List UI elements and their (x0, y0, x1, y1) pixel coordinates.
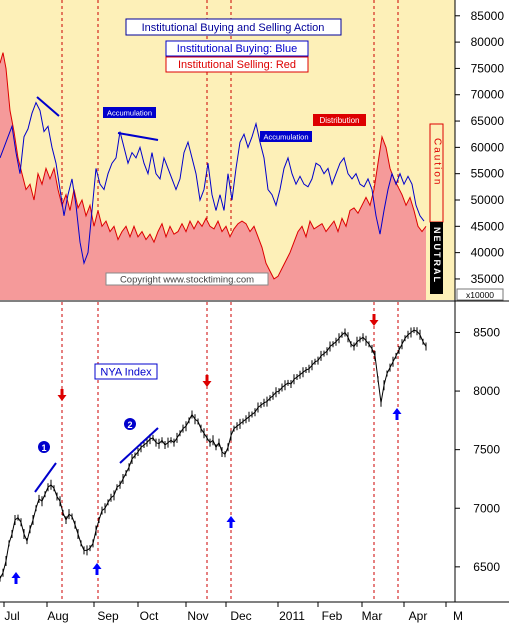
annotation-accumulation: Accumulation (260, 131, 312, 142)
annotation-trendline (34, 462, 57, 493)
x-tick-label: Jul (4, 609, 19, 623)
x-tick-label: Feb (322, 609, 343, 623)
x-tick-label: Apr (409, 609, 428, 623)
buy-signal-arrow-icon (226, 516, 236, 528)
copyright-box: Copyright www.stocktiming.com (105, 272, 269, 286)
neutral-label: NEUTRAL (432, 227, 442, 284)
y-tick-label: 8000 (473, 384, 500, 398)
index-label-box: NYA Index (94, 363, 158, 380)
sell-signal-arrow-icon (57, 389, 67, 401)
x-tick-label: Sep (97, 609, 119, 623)
legend-buying: Institutional Buying: Blue (165, 40, 309, 57)
index-label: NYA Index (100, 367, 152, 379)
y-tick-label: 65000 (471, 114, 505, 128)
y-tick-label: 50000 (471, 193, 505, 207)
y-tick-label: 80000 (471, 35, 505, 49)
annotation-trendline (36, 96, 60, 117)
y-tick-label: 85000 (471, 9, 505, 23)
y-tick-label: 7000 (473, 501, 500, 515)
y-tick-label: 35000 (471, 272, 505, 286)
chart-title-box: Institutional Buying and Selling Action (125, 18, 342, 36)
series-buying-line (0, 101, 425, 266)
annotation-marker-1: 1 (38, 441, 50, 453)
svg-text:2: 2 (127, 420, 132, 430)
nya-y-axis: 6500 7000 7500 8000 8500 (455, 325, 500, 574)
copyright-text: Copyright www.stocktiming.com (120, 275, 254, 286)
y-tick-label: 6500 (473, 560, 500, 574)
x-tick-label: Aug (47, 609, 68, 623)
legend-label: Institutional Buying: Blue (177, 43, 297, 55)
caution-indicator: Caution (429, 123, 444, 223)
svg-text:Accumulation: Accumulation (107, 109, 152, 118)
institutional-y-axis: 35000 40000 45000 50000 55000 60000 65000 70000… (455, 9, 504, 286)
annotation-accumulation: Accumulation (103, 107, 156, 118)
series-selling-area (0, 52, 426, 300)
y-tick-label: 60000 (471, 140, 505, 154)
chart-title: Institutional Buying and Selling Action (142, 22, 325, 34)
x-tick-label: Mar (362, 609, 383, 623)
x-axis: Jul Aug Sep Oct Nov Dec 2011 Feb Mar Apr M (3, 602, 463, 623)
multiplier-label: x10000 (466, 290, 494, 300)
legend-selling: Institutional Selling: Red (165, 56, 309, 73)
neutral-indicator: NEUTRAL (430, 222, 443, 294)
y-tick-label: 7500 (473, 443, 500, 457)
svg-text:Accumulation: Accumulation (263, 133, 308, 142)
buy-signal-arrow-icon (392, 408, 402, 420)
nya-bar-ticks (0, 327, 427, 582)
x-tick-label: Nov (187, 609, 208, 623)
y-tick-label: 8500 (473, 325, 500, 339)
y-tick-label: 55000 (471, 167, 505, 181)
sell-signal-arrow-icon (202, 375, 212, 387)
buy-signal-arrow-icon (92, 563, 102, 575)
signal-arrows (11, 314, 402, 584)
svg-text:Distribution: Distribution (319, 116, 359, 125)
buy-signal-arrow-icon (11, 572, 21, 584)
y-tick-label: 75000 (471, 61, 505, 75)
y-tick-label: 40000 (471, 246, 505, 260)
signal-vertical-lines (61, 0, 399, 300)
x-tick-label: Oct (140, 609, 159, 623)
y-tick-label: 45000 (471, 219, 505, 233)
caution-label: Caution (432, 138, 443, 186)
annotation-marker-2: 2 (124, 418, 136, 430)
x-tick-label: Dec (230, 609, 251, 623)
legend-label: Institutional Selling: Red (178, 59, 296, 71)
annotation-trendline (117, 132, 159, 141)
x-tick-label: M (453, 609, 463, 623)
annotation-distribution: Distribution (313, 114, 366, 126)
nya-panel: 1 2 NYA Index (0, 302, 427, 602)
sell-signal-arrow-icon (369, 314, 379, 326)
x-tick-label: 2011 (279, 609, 305, 623)
series-selling-line (0, 52, 427, 280)
annotation-trendline (119, 427, 159, 464)
svg-text:1: 1 (41, 443, 46, 453)
institutional-panel: Institutional Buying and Selling Action … (0, 0, 504, 301)
multiplier-box: x10000 (456, 288, 504, 301)
y-tick-label: 70000 (471, 88, 505, 102)
